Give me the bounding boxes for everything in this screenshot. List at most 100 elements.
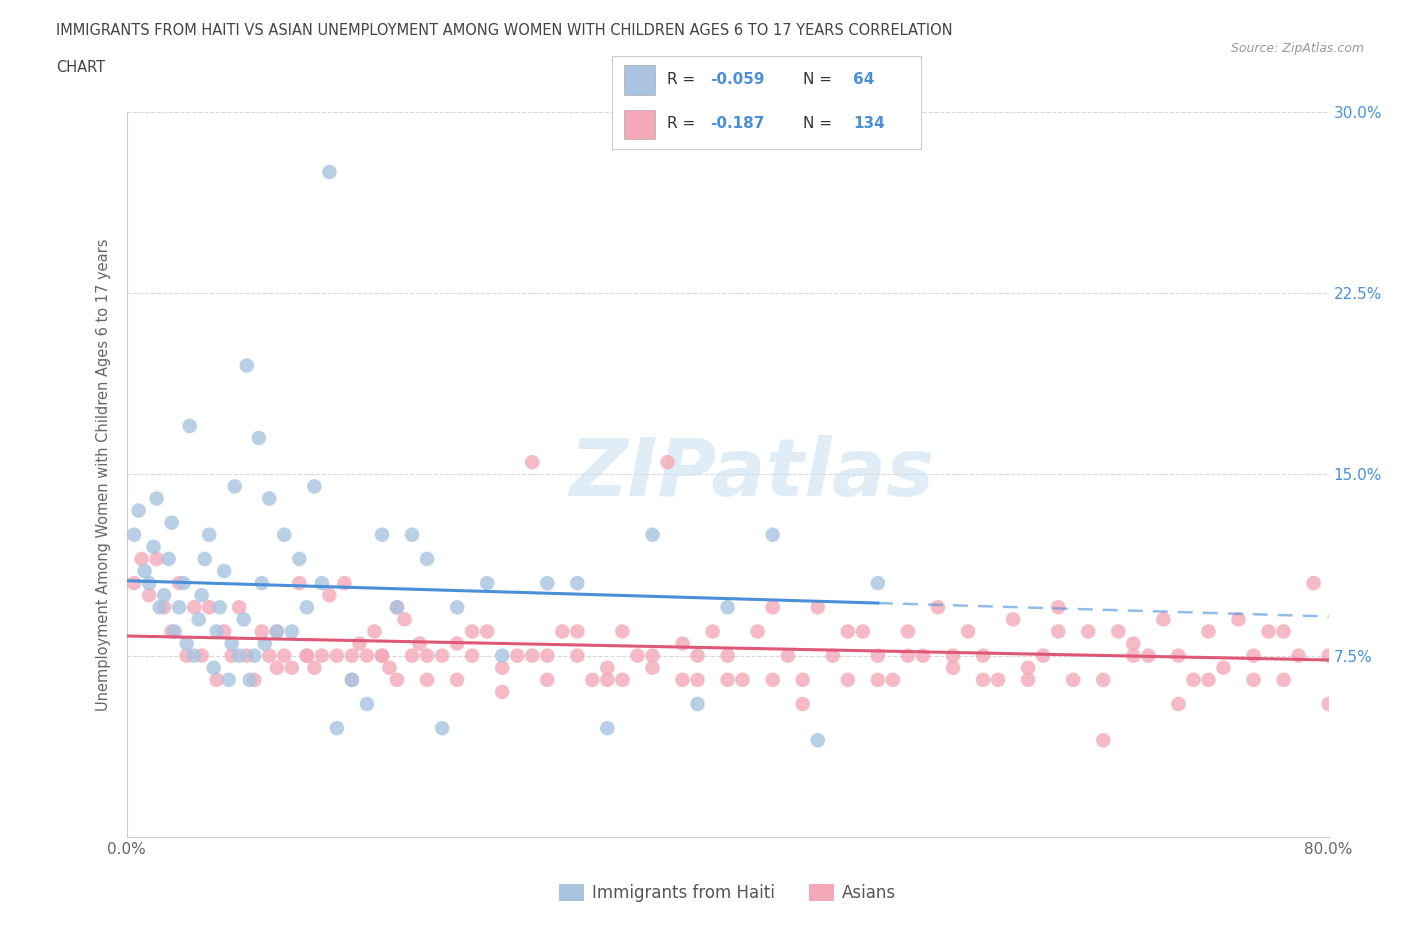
Text: -0.187: -0.187	[710, 116, 765, 131]
Point	[776, 648, 799, 663]
Point	[821, 648, 844, 663]
Point	[385, 600, 408, 615]
Point	[461, 624, 484, 639]
Point	[536, 672, 558, 687]
Point	[641, 648, 664, 663]
Point	[942, 648, 965, 663]
Point	[205, 624, 228, 639]
Point	[247, 431, 270, 445]
Point	[1302, 576, 1324, 591]
Point	[408, 636, 430, 651]
Point	[153, 600, 176, 615]
Text: 64: 64	[853, 73, 875, 87]
Point	[281, 624, 304, 639]
Point	[221, 636, 243, 651]
Point	[522, 455, 544, 470]
Point	[612, 672, 634, 687]
Point	[326, 721, 349, 736]
Point	[641, 660, 664, 675]
Point	[716, 648, 740, 663]
Point	[1197, 672, 1219, 687]
Point	[686, 697, 709, 711]
Point	[897, 624, 920, 639]
Point	[702, 624, 724, 639]
Point	[1002, 612, 1025, 627]
Point	[612, 624, 634, 639]
Point	[491, 648, 513, 663]
Point	[179, 418, 201, 433]
Point	[837, 624, 859, 639]
Point	[128, 503, 150, 518]
Point	[212, 564, 235, 578]
Point	[897, 648, 920, 663]
Point	[671, 672, 693, 687]
Point	[194, 551, 217, 566]
Point	[326, 648, 349, 663]
Point	[792, 672, 814, 687]
Point	[987, 672, 1010, 687]
Point	[224, 479, 246, 494]
Point	[134, 564, 156, 578]
Point	[866, 672, 889, 687]
Point	[506, 648, 529, 663]
Point	[176, 636, 198, 651]
Point	[266, 624, 288, 639]
Point	[160, 624, 183, 639]
Point	[1047, 600, 1070, 615]
Point	[131, 551, 153, 566]
Point	[138, 576, 160, 591]
Point	[356, 697, 378, 711]
Point	[183, 600, 205, 615]
Point	[1167, 697, 1189, 711]
Point	[1047, 624, 1070, 639]
Point	[295, 600, 318, 615]
Point	[371, 648, 394, 663]
Point	[1077, 624, 1099, 639]
Point	[401, 648, 423, 663]
Point	[167, 600, 190, 615]
Text: IMMIGRANTS FROM HAITI VS ASIAN UNEMPLOYMENT AMONG WOMEN WITH CHILDREN AGES 6 TO : IMMIGRANTS FROM HAITI VS ASIAN UNEMPLOYM…	[56, 23, 953, 38]
Point	[956, 624, 979, 639]
Point	[401, 527, 423, 542]
Point	[232, 612, 254, 627]
Point	[1062, 672, 1084, 687]
Point	[304, 660, 326, 675]
Point	[972, 648, 994, 663]
Point	[235, 358, 259, 373]
Point	[1243, 648, 1265, 663]
Point	[567, 648, 589, 663]
Point	[446, 600, 468, 615]
Point	[149, 600, 172, 615]
Point	[686, 648, 709, 663]
Text: N =: N =	[803, 116, 837, 131]
Point	[218, 672, 240, 687]
Text: R =: R =	[668, 116, 700, 131]
Point	[340, 672, 363, 687]
Point	[239, 672, 262, 687]
Point	[221, 648, 243, 663]
Point	[378, 660, 401, 675]
Point	[318, 588, 340, 603]
Point	[716, 600, 740, 615]
Point	[160, 515, 183, 530]
Point	[202, 660, 225, 675]
Point	[394, 612, 416, 627]
Point	[142, 539, 165, 554]
Point	[318, 165, 340, 179]
Point	[122, 576, 145, 591]
Point	[1272, 624, 1295, 639]
Point	[491, 684, 513, 699]
Text: ZIPatlas: ZIPatlas	[569, 435, 934, 513]
Point	[340, 648, 363, 663]
Point	[446, 636, 468, 651]
Point	[522, 648, 544, 663]
Point	[866, 648, 889, 663]
Point	[250, 576, 273, 591]
Point	[1137, 648, 1160, 663]
Point	[363, 624, 385, 639]
Point	[281, 660, 304, 675]
Point	[686, 672, 709, 687]
Point	[205, 672, 228, 687]
Point	[430, 648, 453, 663]
Point	[228, 600, 250, 615]
